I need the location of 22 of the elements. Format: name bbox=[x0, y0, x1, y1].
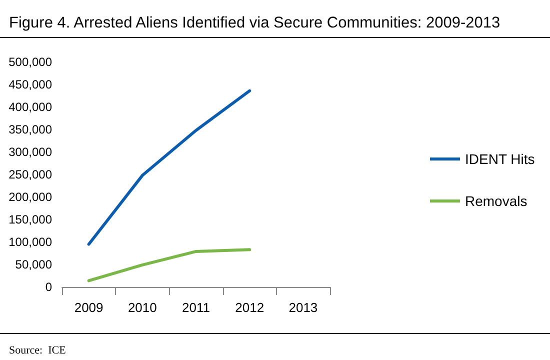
y-tick-label: 500,000 bbox=[8, 55, 52, 69]
line-series bbox=[87, 248, 252, 282]
y-tick-label: 200,000 bbox=[8, 190, 52, 204]
x-tick-label: 2010 bbox=[128, 300, 157, 315]
x-tick-label: 2009 bbox=[74, 300, 104, 315]
x-tick-label: 2013 bbox=[288, 300, 318, 315]
y-tick-label: 400,000 bbox=[8, 100, 52, 114]
y-tick-label: 150,000 bbox=[8, 212, 52, 226]
line-series bbox=[87, 89, 252, 246]
source-note: Source: ICE bbox=[9, 344, 66, 356]
x-tick-label: 2012 bbox=[235, 300, 264, 315]
y-tick-label: 300,000 bbox=[8, 145, 52, 159]
y-tick-label: 250,000 bbox=[8, 168, 52, 182]
legend-label: IDENT Hits bbox=[465, 151, 535, 167]
y-tick-label: 100,000 bbox=[8, 235, 52, 249]
y-tick-label: 50,000 bbox=[15, 258, 52, 272]
y-tick-label: 450,000 bbox=[8, 78, 52, 92]
x-tick-label: 2011 bbox=[182, 300, 210, 315]
legend-label: Removals bbox=[465, 193, 528, 209]
chart-title: Figure 4. Arrested Aliens Identified via Secure Communities: 2009-2013 bbox=[9, 14, 500, 32]
y-tick-label: 0 bbox=[45, 280, 52, 294]
y-tick-label: 350,000 bbox=[8, 122, 52, 136]
